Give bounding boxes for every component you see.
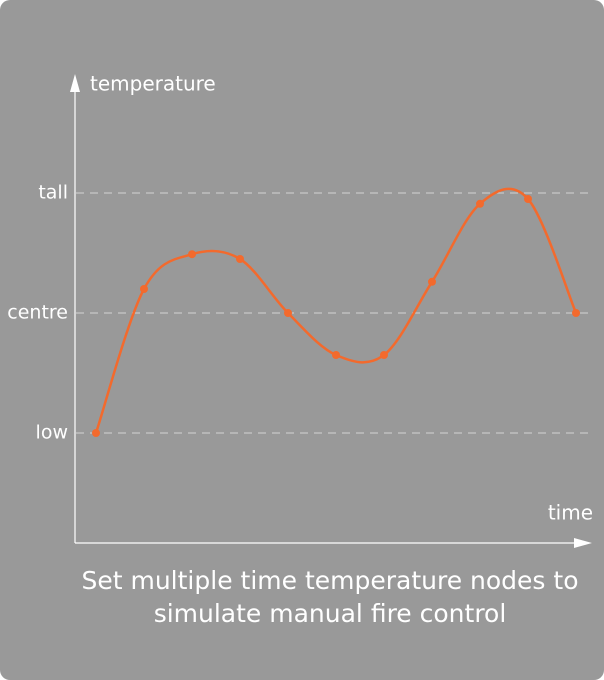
point [572, 309, 580, 317]
point [428, 277, 436, 286]
x-axis-arrow [574, 538, 592, 548]
point [380, 351, 388, 359]
y-tick-label: centre [7, 302, 68, 324]
point [140, 285, 148, 293]
y-tick-label: low [36, 422, 68, 444]
y-tick-label: tall [38, 182, 68, 204]
y-axis-label: temperature [90, 72, 216, 96]
caption-line: simulate manual fire control [154, 599, 507, 628]
point [188, 250, 196, 259]
y-axis-arrow [70, 74, 80, 92]
point [236, 255, 244, 263]
x-axis-label: time [548, 501, 593, 525]
point [476, 199, 484, 208]
point [524, 195, 532, 203]
point [284, 309, 292, 317]
point [92, 429, 100, 437]
caption-line: Set multiple time temperature nodes to [81, 566, 578, 595]
point [332, 351, 340, 359]
